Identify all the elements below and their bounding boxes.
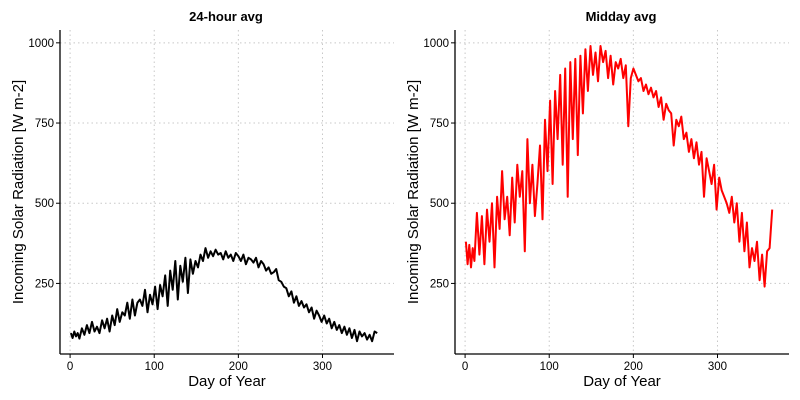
- y-tick-label: 1000: [28, 38, 54, 50]
- x-tick-label: 0: [462, 361, 468, 373]
- grid: [60, 30, 394, 354]
- axis-ticks: 0 100 200 300 250 500 750 1000: [28, 38, 332, 373]
- x-tick-label: 300: [708, 361, 727, 373]
- x-tick-label: 300: [313, 361, 332, 373]
- y-tick-label: 500: [35, 198, 54, 210]
- panel-midday-avg: Midday avg 0 100 200 300 250 500 750 1000 Day o…: [405, 9, 789, 390]
- y-tick-label: 750: [35, 118, 54, 130]
- y-tick-label: 250: [430, 278, 449, 290]
- y-tick-label: 250: [35, 278, 54, 290]
- data-series-line: [69, 247, 378, 343]
- data-series-line: [464, 45, 774, 288]
- y-tick-label: 1000: [423, 38, 449, 50]
- x-tick-label: 200: [229, 361, 248, 373]
- x-tick-label: 100: [540, 361, 559, 373]
- panel-title: 24-hour avg: [189, 9, 263, 24]
- axis-ticks: 0 100 200 300 250 500 750 1000: [423, 38, 727, 373]
- panel-24-hour-avg: 24-hour avg 0 100 200 300 250 500 750 1000 Day …: [10, 9, 394, 390]
- x-tick-label: 100: [145, 361, 164, 373]
- x-axis-title: Day of Year: [188, 373, 266, 390]
- grid: [455, 30, 789, 354]
- y-axis-title: Incoming Solar Radiation [W m-2]: [10, 80, 27, 304]
- y-tick-label: 750: [430, 118, 449, 130]
- x-tick-label: 200: [624, 361, 643, 373]
- panel-title: Midday avg: [586, 9, 657, 24]
- y-tick-label: 500: [430, 198, 449, 210]
- y-axis-title: Incoming Solar Radiation [W m-2]: [405, 80, 422, 304]
- x-tick-label: 0: [67, 361, 73, 373]
- x-axis-title: Day of Year: [583, 373, 661, 390]
